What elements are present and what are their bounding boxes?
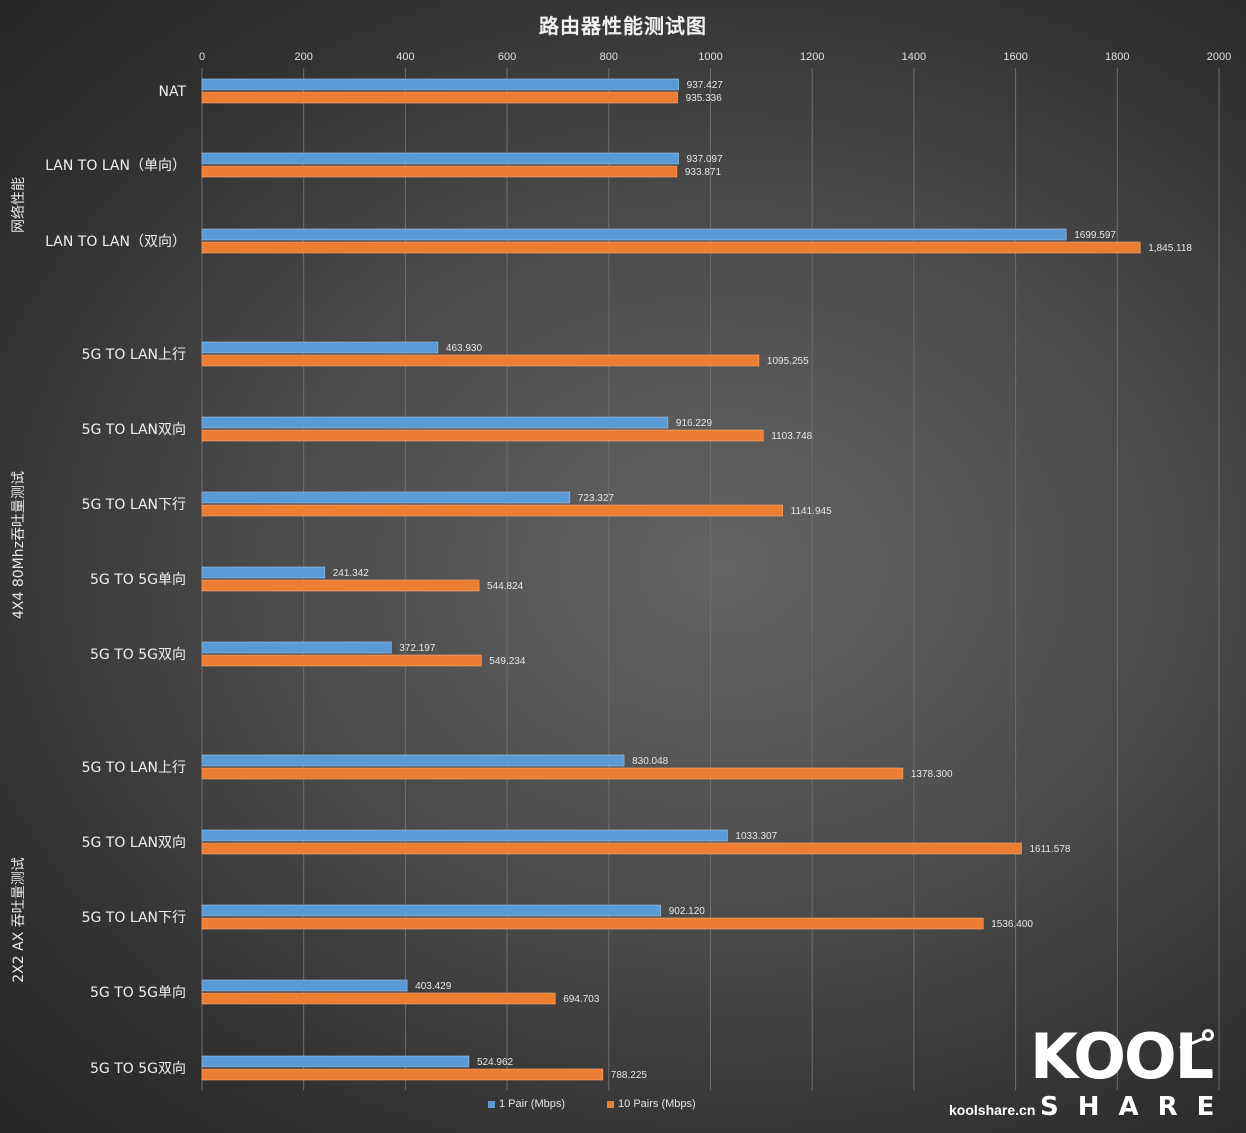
bar-10pairs [201, 842, 1022, 855]
x-tick-label: 1600 [1003, 51, 1027, 63]
data-label-10pairs: 933.871 [685, 167, 722, 178]
data-label-10pairs: 1,845.118 [1148, 243, 1192, 254]
category-label: 5G TO LAN双向 [82, 835, 186, 851]
data-label-1pair: 524.962 [477, 1057, 514, 1068]
category-label: 5G TO LAN下行 [82, 910, 186, 926]
data-label-1pair: 463.930 [446, 343, 483, 354]
bar-10pairs [201, 654, 482, 667]
chart-title: 路由器性能测试图 [539, 16, 707, 38]
brand-site: koolshare.cn [949, 1102, 1036, 1118]
bar-10pairs [201, 241, 1141, 254]
bar-10pairs [201, 504, 783, 517]
bar-1pair [201, 754, 625, 767]
category-label: LAN TO LAN（单向） [45, 158, 186, 174]
data-label-1pair: 1699.597 [1074, 230, 1116, 241]
x-tick-label: 400 [396, 51, 414, 63]
data-label-10pairs: 788.225 [611, 1070, 648, 1081]
category-label: 5G TO LAN下行 [82, 497, 186, 513]
data-label-1pair: 403.429 [415, 981, 452, 992]
data-label-10pairs: 1536.400 [991, 919, 1033, 930]
legend-item-1pair: 1 Pair (Mbps) [488, 1098, 565, 1110]
group-label: 4X4 80Mhz吞吐量测试 [11, 471, 27, 619]
x-tick-label: 1200 [800, 51, 824, 63]
bar-1pair [201, 641, 392, 654]
data-label-1pair: 723.327 [578, 493, 615, 504]
data-label-10pairs: 544.824 [487, 581, 524, 592]
legend-item-10pairs: 10 Pairs (Mbps) [607, 1098, 696, 1110]
bar-1pair [201, 228, 1067, 241]
koolshare-logo: KOOL SHARE [1030, 1026, 1240, 1126]
data-label-1pair: 902.120 [669, 906, 706, 917]
data-label-1pair: 241.342 [333, 568, 370, 579]
x-tick-label: 1400 [902, 51, 926, 63]
category-label: NAT [158, 84, 186, 100]
legend-swatch-10pairs [607, 1100, 615, 1108]
x-tick-label: 1800 [1105, 51, 1129, 63]
bar-10pairs [201, 917, 984, 930]
category-label: 5G TO LAN上行 [82, 347, 186, 363]
chart-legend: 1 Pair (Mbps) 10 Pairs (Mbps) [488, 1098, 696, 1110]
data-label-1pair: 1033.307 [735, 831, 777, 842]
x-tick-label: 600 [498, 51, 516, 63]
bar-1pair [201, 979, 408, 992]
data-label-10pairs: 694.703 [563, 994, 600, 1005]
bar-10pairs [201, 429, 764, 442]
bar-10pairs [201, 354, 760, 367]
data-label-10pairs: 1611.578 [1029, 844, 1070, 855]
bar-10pairs [201, 992, 556, 1005]
bar-10pairs [201, 579, 480, 592]
category-label: 5G TO 5G双向 [90, 1061, 186, 1077]
group-label: 2X2 AX 吞吐量测试 [11, 857, 27, 982]
data-label-1pair: 916.229 [676, 418, 713, 429]
bar-1pair [201, 152, 679, 165]
category-label: 5G TO LAN上行 [82, 760, 186, 776]
x-tick-label: 1000 [698, 51, 722, 63]
bar-1pair [201, 341, 439, 354]
legend-label-1pair: 1 Pair (Mbps) [499, 1098, 566, 1110]
bar-1pair [201, 1055, 470, 1068]
bar-1pair [201, 566, 326, 579]
logo-dot-inner [1205, 1032, 1211, 1038]
bar-1pair [201, 491, 571, 504]
bar-10pairs [201, 767, 904, 780]
category-label: 5G TO 5G单向 [90, 985, 186, 1001]
bar-10pairs [201, 165, 678, 178]
data-label-10pairs: 1141.945 [791, 506, 832, 517]
data-label-10pairs: 1095.255 [767, 356, 809, 367]
bar-10pairs [201, 91, 678, 104]
bar-10pairs [201, 1068, 604, 1081]
brand-logo-text: KOOL [1030, 1020, 1214, 1093]
data-label-1pair: 830.048 [632, 756, 669, 767]
data-label-10pairs: 1103.748 [771, 431, 812, 442]
category-label: 5G TO 5G单向 [90, 572, 186, 588]
data-label-1pair: 937.427 [687, 80, 724, 91]
x-tick-label: 0 [199, 51, 205, 63]
category-label: LAN TO LAN（双向） [45, 234, 186, 250]
legend-label-10pairs: 10 Pairs (Mbps) [618, 1098, 696, 1110]
bar-1pair [201, 416, 669, 429]
x-tick-label: 800 [600, 51, 618, 63]
data-label-10pairs: 549.234 [489, 656, 526, 667]
brand-sub-text: SHARE [1040, 1092, 1234, 1122]
data-label-1pair: 372.197 [399, 643, 436, 654]
data-label-1pair: 937.097 [687, 154, 724, 165]
bar-1pair [201, 904, 662, 917]
group-label: 网络性能 [11, 177, 27, 233]
data-label-10pairs: 1378.300 [911, 769, 953, 780]
category-label: 5G TO 5G双向 [90, 647, 186, 663]
x-tick-label: 200 [295, 51, 313, 63]
category-label: 5G TO LAN双向 [82, 422, 186, 438]
data-label-10pairs: 935.336 [686, 93, 723, 104]
bar-1pair [201, 78, 679, 91]
x-tick-label: 2000 [1207, 51, 1231, 63]
legend-swatch-1pair [488, 1100, 495, 1108]
bar-1pair [201, 829, 728, 842]
logo-link [1179, 1036, 1206, 1050]
